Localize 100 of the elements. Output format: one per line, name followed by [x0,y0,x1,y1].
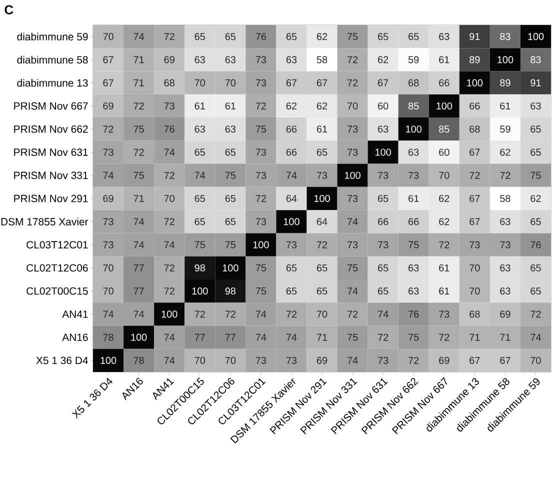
data-label: 73 [256,148,266,156]
data-label: 69 [439,356,450,364]
data-label: 74 [194,172,206,179]
data-label: 73 [470,241,480,248]
data-label: 73 [348,194,358,202]
y-tick-label: PRISM Nov 662 [14,125,88,133]
data-label: 69 [316,356,328,364]
data-label: 72 [378,334,388,341]
data-label: 62 [378,56,388,64]
data-label: 65 [530,218,541,226]
data-label: 65 [225,148,236,156]
data-label: 74 [164,241,175,248]
data-label: 68 [470,310,480,318]
data-label: 62 [316,33,328,40]
data-label: 70 [439,172,450,179]
y-tick-label: CL02T12C06 [26,264,88,272]
data-label: 72 [439,241,450,248]
data-label: 63 [530,102,541,110]
data-label: 64 [286,194,297,202]
data-label: 89 [500,79,510,86]
data-label: 69 [164,56,174,64]
data-label: 65 [286,33,297,40]
data-label: 67 [470,194,480,202]
data-label: 66 [286,126,297,133]
data-label: 100 [192,288,208,295]
data-label: 73 [103,148,114,156]
data-label: 63 [408,148,419,156]
data-label: 71 [500,334,510,341]
data-label: 74 [164,334,175,341]
data-label: 65 [194,33,205,40]
data-label: 63 [378,126,388,133]
data-label: 61 [439,288,450,295]
data-label: 58 [500,194,510,202]
data-label: 73 [256,218,266,226]
data-label: 70 [103,33,114,40]
data-label: 65 [378,33,388,40]
data-label: 63 [500,288,510,295]
data-label: 98 [194,264,205,272]
data-label: 66 [408,218,419,226]
data-label: 58 [316,56,328,64]
data-label: 73 [256,172,266,179]
data-label: 75 [134,126,144,133]
data-label: 71 [134,195,144,202]
data-label: 70 [470,264,480,272]
data-label: 75 [134,172,144,179]
data-label: 65 [194,148,205,156]
data-label: 74 [348,218,358,226]
data-label: 65 [194,218,205,226]
data-label: 65 [316,264,328,272]
data-label: 67 [470,356,480,364]
data-label: 100 [344,172,360,179]
data-label: 72 [500,172,510,179]
data-label: 75 [194,241,205,248]
data-label: 74 [348,357,358,364]
y-tick-label: X5 1 36 D4 [36,356,88,364]
data-label: 73 [378,356,388,364]
data-label: 73 [408,172,419,179]
data-label: 60 [378,102,388,110]
data-label: 89 [470,56,480,64]
data-label: 63 [500,218,510,226]
data-label: 66 [470,102,480,110]
data-label: 100 [528,33,544,40]
data-label: 75 [256,264,266,272]
data-label: 68 [470,126,480,133]
data-label: 63 [500,264,510,272]
data-label: 75 [408,241,419,248]
data-label: 72 [348,310,358,318]
data-label: 65 [225,194,236,202]
data-label: 61 [439,264,450,272]
data-label: 72 [164,288,174,295]
data-label: 73 [103,218,114,226]
data-label: 65 [225,218,236,226]
data-label: 76 [164,126,174,133]
data-label: 78 [103,334,114,341]
data-label: 75 [348,264,358,272]
data-label: 63 [408,288,419,295]
data-label: 73 [378,172,388,179]
data-label: 62 [286,102,297,110]
data-label: 73 [286,241,297,248]
data-label: 61 [316,126,328,133]
data-label: 67 [103,79,114,86]
data-label: 65 [530,148,541,156]
data-label: 65 [225,33,236,40]
data-label: 72 [164,33,174,40]
data-label: 65 [286,288,297,295]
data-label: 66 [378,218,388,226]
data-label: 73 [256,356,266,364]
data-label: 63 [194,126,205,133]
y-tick-label: DSM 17855 Xavier [1,218,88,226]
data-label: 72 [286,310,297,318]
data-label: 77 [225,334,236,341]
data-label: 74 [134,218,144,226]
data-label: 100 [376,148,391,156]
data-label: 75 [348,33,358,40]
data-label: 72 [164,264,174,272]
data-label: 65 [316,288,328,295]
data-label: 60 [439,148,450,156]
data-label: 74 [134,241,144,248]
data-label: 73 [348,148,358,156]
data-label: 70 [194,79,206,86]
